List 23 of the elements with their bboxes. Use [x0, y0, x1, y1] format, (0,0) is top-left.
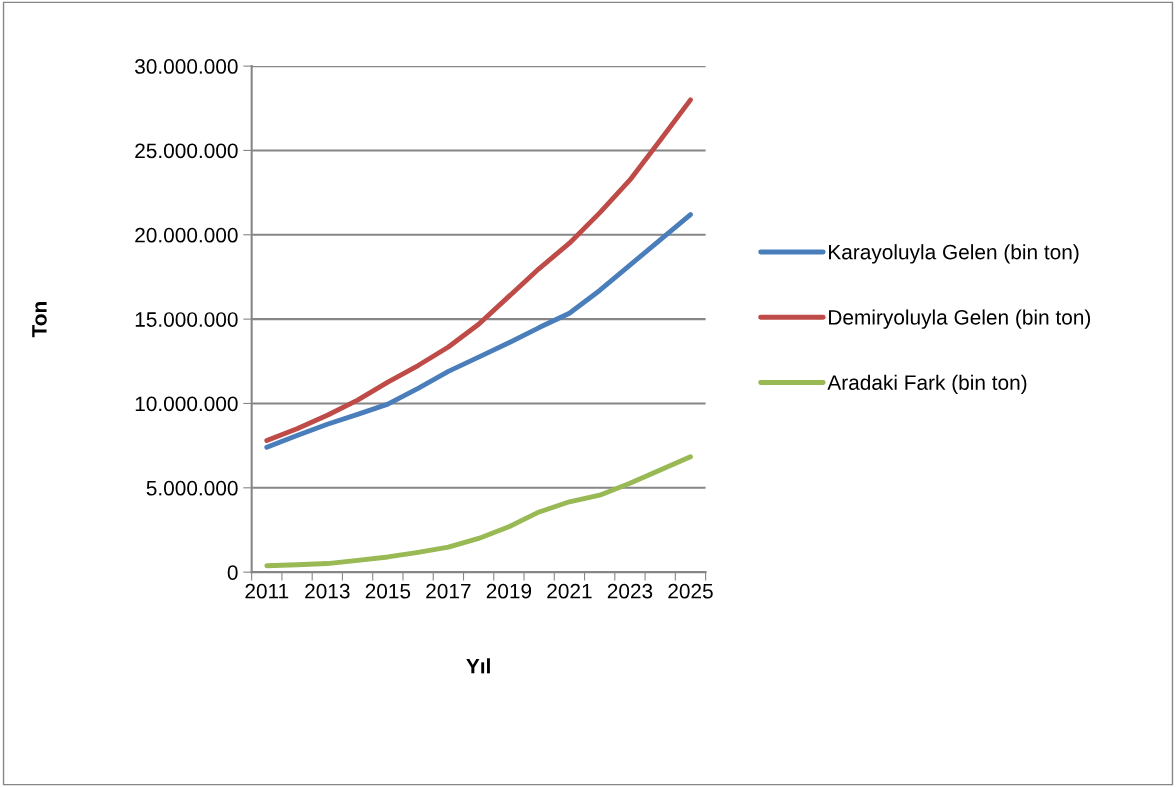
x-tick-label: 2011 — [245, 583, 289, 599]
x-tick-label: 2021 — [547, 583, 592, 599]
legend-label: Karayoluyla Gelen (bin ton) — [829, 244, 1079, 264]
x-tick-label: 2019 — [486, 583, 532, 599]
y-tick-label: 5.000.000 — [146, 480, 238, 496]
y-tick-label: 15.000.000 — [135, 312, 238, 327]
legend-label: Aradaki Fark (bin ton) — [827, 374, 1027, 395]
y-tick-label: 30.000.000 — [135, 59, 238, 74]
y-tick-label: 25.000.000 — [135, 143, 238, 159]
x-tick-label: 2013 — [305, 583, 350, 599]
line-series — [264, 212, 693, 450]
x-axis-title: Yıl — [466, 658, 490, 674]
legend-label: Demiryoluyla Gelen (bin ton) — [829, 309, 1091, 329]
y-axis-title: Ton — [32, 302, 47, 338]
x-tick-label: 2015 — [365, 583, 411, 599]
y-tick-label: 10.000.000 — [135, 396, 238, 412]
y-tick-label: 20.000.000 — [135, 227, 238, 243]
x-tick-label: 2025 — [668, 583, 713, 599]
x-tick-label: 2023 — [607, 583, 653, 599]
x-tick-label: 2017 — [426, 583, 471, 599]
line-series — [264, 454, 693, 569]
y-tick-label: 0 — [227, 565, 238, 580]
line-series — [264, 97, 693, 444]
